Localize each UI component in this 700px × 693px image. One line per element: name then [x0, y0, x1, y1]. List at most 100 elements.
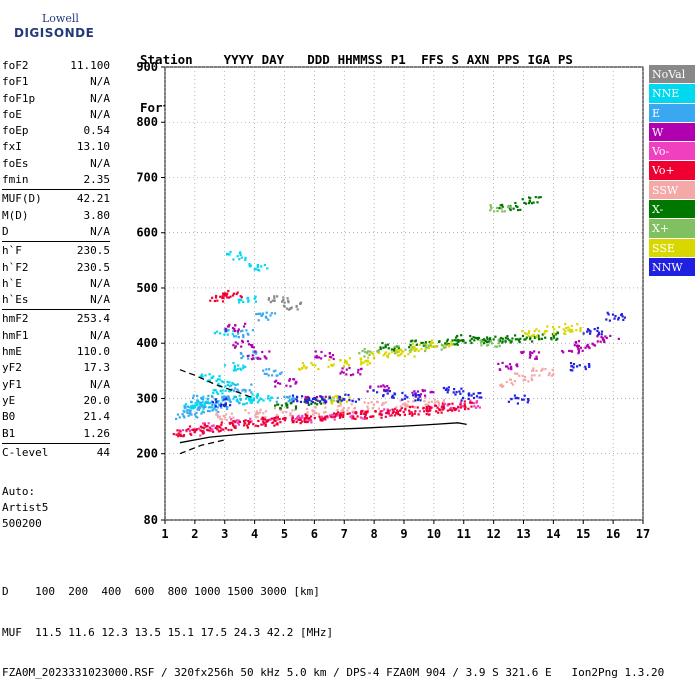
echo-point-noval — [290, 306, 293, 309]
echo-point-vo+ — [303, 417, 306, 420]
echo-point-noval — [281, 300, 284, 303]
echo-point-nnw — [306, 401, 310, 404]
echo-point-x+ — [368, 353, 371, 356]
echo-point-ssw — [256, 416, 259, 419]
echo-point-e — [240, 356, 243, 359]
echo-point-e — [195, 411, 198, 414]
echo-point-sse — [525, 332, 528, 335]
echo-point-vo+ — [380, 413, 383, 416]
echo-point-vo- — [320, 416, 324, 419]
echo-point-nnw — [462, 390, 465, 393]
echo-point-x- — [428, 341, 431, 344]
echo-point-ssw — [510, 381, 513, 385]
echo-point-ssw — [550, 374, 553, 377]
echo-point-x+ — [497, 342, 501, 345]
echo-point-x+ — [336, 397, 339, 400]
echo-point-e — [206, 409, 210, 413]
echo-point-nne — [202, 404, 205, 407]
echo-point-w — [345, 368, 348, 371]
echo-point-e — [186, 411, 189, 414]
echo-point-x+ — [490, 342, 493, 345]
echo-point-ssw — [219, 417, 222, 421]
echo-point-nnw — [521, 398, 524, 401]
echo-point-vo+ — [428, 408, 431, 411]
echo-point-nne — [235, 399, 238, 402]
echo-point-vo+ — [442, 406, 445, 409]
echo-point-vo+ — [246, 426, 249, 429]
echo-point-w — [534, 357, 537, 360]
echo-point-x+ — [494, 345, 497, 348]
echo-point-ssw — [289, 414, 292, 417]
echo-point-vo+ — [219, 295, 222, 298]
echo-point-nne — [263, 263, 266, 267]
echo-point-nne — [232, 258, 235, 261]
echo-point-vo- — [478, 406, 481, 409]
echo-point-nne — [188, 406, 191, 409]
echo-point-e — [257, 312, 260, 315]
echo-point-vo- — [209, 429, 212, 432]
echo-point-vo+ — [295, 420, 298, 423]
echo-point-nnw — [414, 399, 417, 402]
echo-point-nnw — [296, 400, 299, 403]
echo-point-w — [586, 343, 589, 346]
echo-point-nne — [200, 404, 203, 407]
echo-point-ssw — [541, 367, 544, 370]
echo-point-nne — [217, 382, 220, 385]
echo-point-sse — [530, 335, 533, 338]
echo-point-ssw — [401, 403, 405, 406]
echo-point-vo+ — [230, 421, 233, 424]
echo-point-ssw — [544, 368, 547, 371]
echo-point-vo- — [350, 417, 354, 420]
echo-point-vo+ — [209, 299, 212, 302]
echo-point-sse — [394, 350, 397, 353]
echo-point-vo+ — [319, 419, 322, 422]
echo-point-sse — [317, 368, 320, 371]
echo-point-vo+ — [226, 292, 229, 295]
echo-point-ssw — [433, 398, 436, 401]
echo-point-w — [268, 350, 271, 353]
echo-point-vo- — [333, 418, 336, 421]
echo-point-e — [279, 372, 282, 375]
y-tick-label: 400 — [136, 336, 158, 350]
echo-point-e — [194, 413, 197, 416]
param-name: foF2 — [2, 59, 29, 72]
echo-point-sse — [431, 341, 434, 344]
echo-point-sse — [546, 325, 549, 328]
echo-point-x- — [501, 203, 504, 206]
echo-point-vo+ — [223, 292, 226, 295]
echo-point-nne — [267, 395, 270, 398]
echo-point-e — [242, 355, 245, 358]
echo-point-vo+ — [422, 406, 425, 409]
echo-point-nne — [244, 258, 247, 261]
echo-point-vo+ — [248, 421, 251, 424]
echo-point-e — [232, 329, 235, 333]
echo-point-vo- — [234, 424, 237, 428]
echo-point-e — [194, 415, 197, 418]
echo-point-x+ — [496, 210, 499, 213]
echo-point-x- — [384, 344, 387, 347]
echo-point-x+ — [489, 340, 492, 343]
echo-point-x+ — [442, 344, 445, 347]
echo-point-vo+ — [402, 410, 405, 414]
echo-point-ssw — [437, 401, 440, 404]
echo-point-vo+ — [463, 408, 467, 411]
echo-point-nne — [213, 408, 216, 411]
echo-point-ssw — [218, 415, 221, 418]
echo-point-nne — [190, 405, 193, 408]
echo-point-e — [216, 406, 219, 409]
echo-point-ssw — [291, 409, 294, 412]
echo-point-x+ — [497, 339, 500, 342]
echo-point-ssw — [367, 407, 370, 410]
echo-point-nne — [214, 388, 217, 392]
echo-point-nne — [228, 253, 231, 256]
echo-point-nnw — [475, 395, 478, 398]
echo-point-nne — [256, 263, 259, 267]
echo-point-nnw — [219, 404, 222, 407]
param-value: 230.5 — [76, 244, 110, 258]
echo-point-w — [232, 344, 235, 347]
echo-point-vo+ — [226, 296, 229, 299]
echo-point-vo+ — [337, 411, 340, 414]
echo-point-ssw — [228, 416, 231, 419]
echo-point-nnw — [357, 398, 361, 401]
echo-point-x- — [527, 202, 531, 205]
